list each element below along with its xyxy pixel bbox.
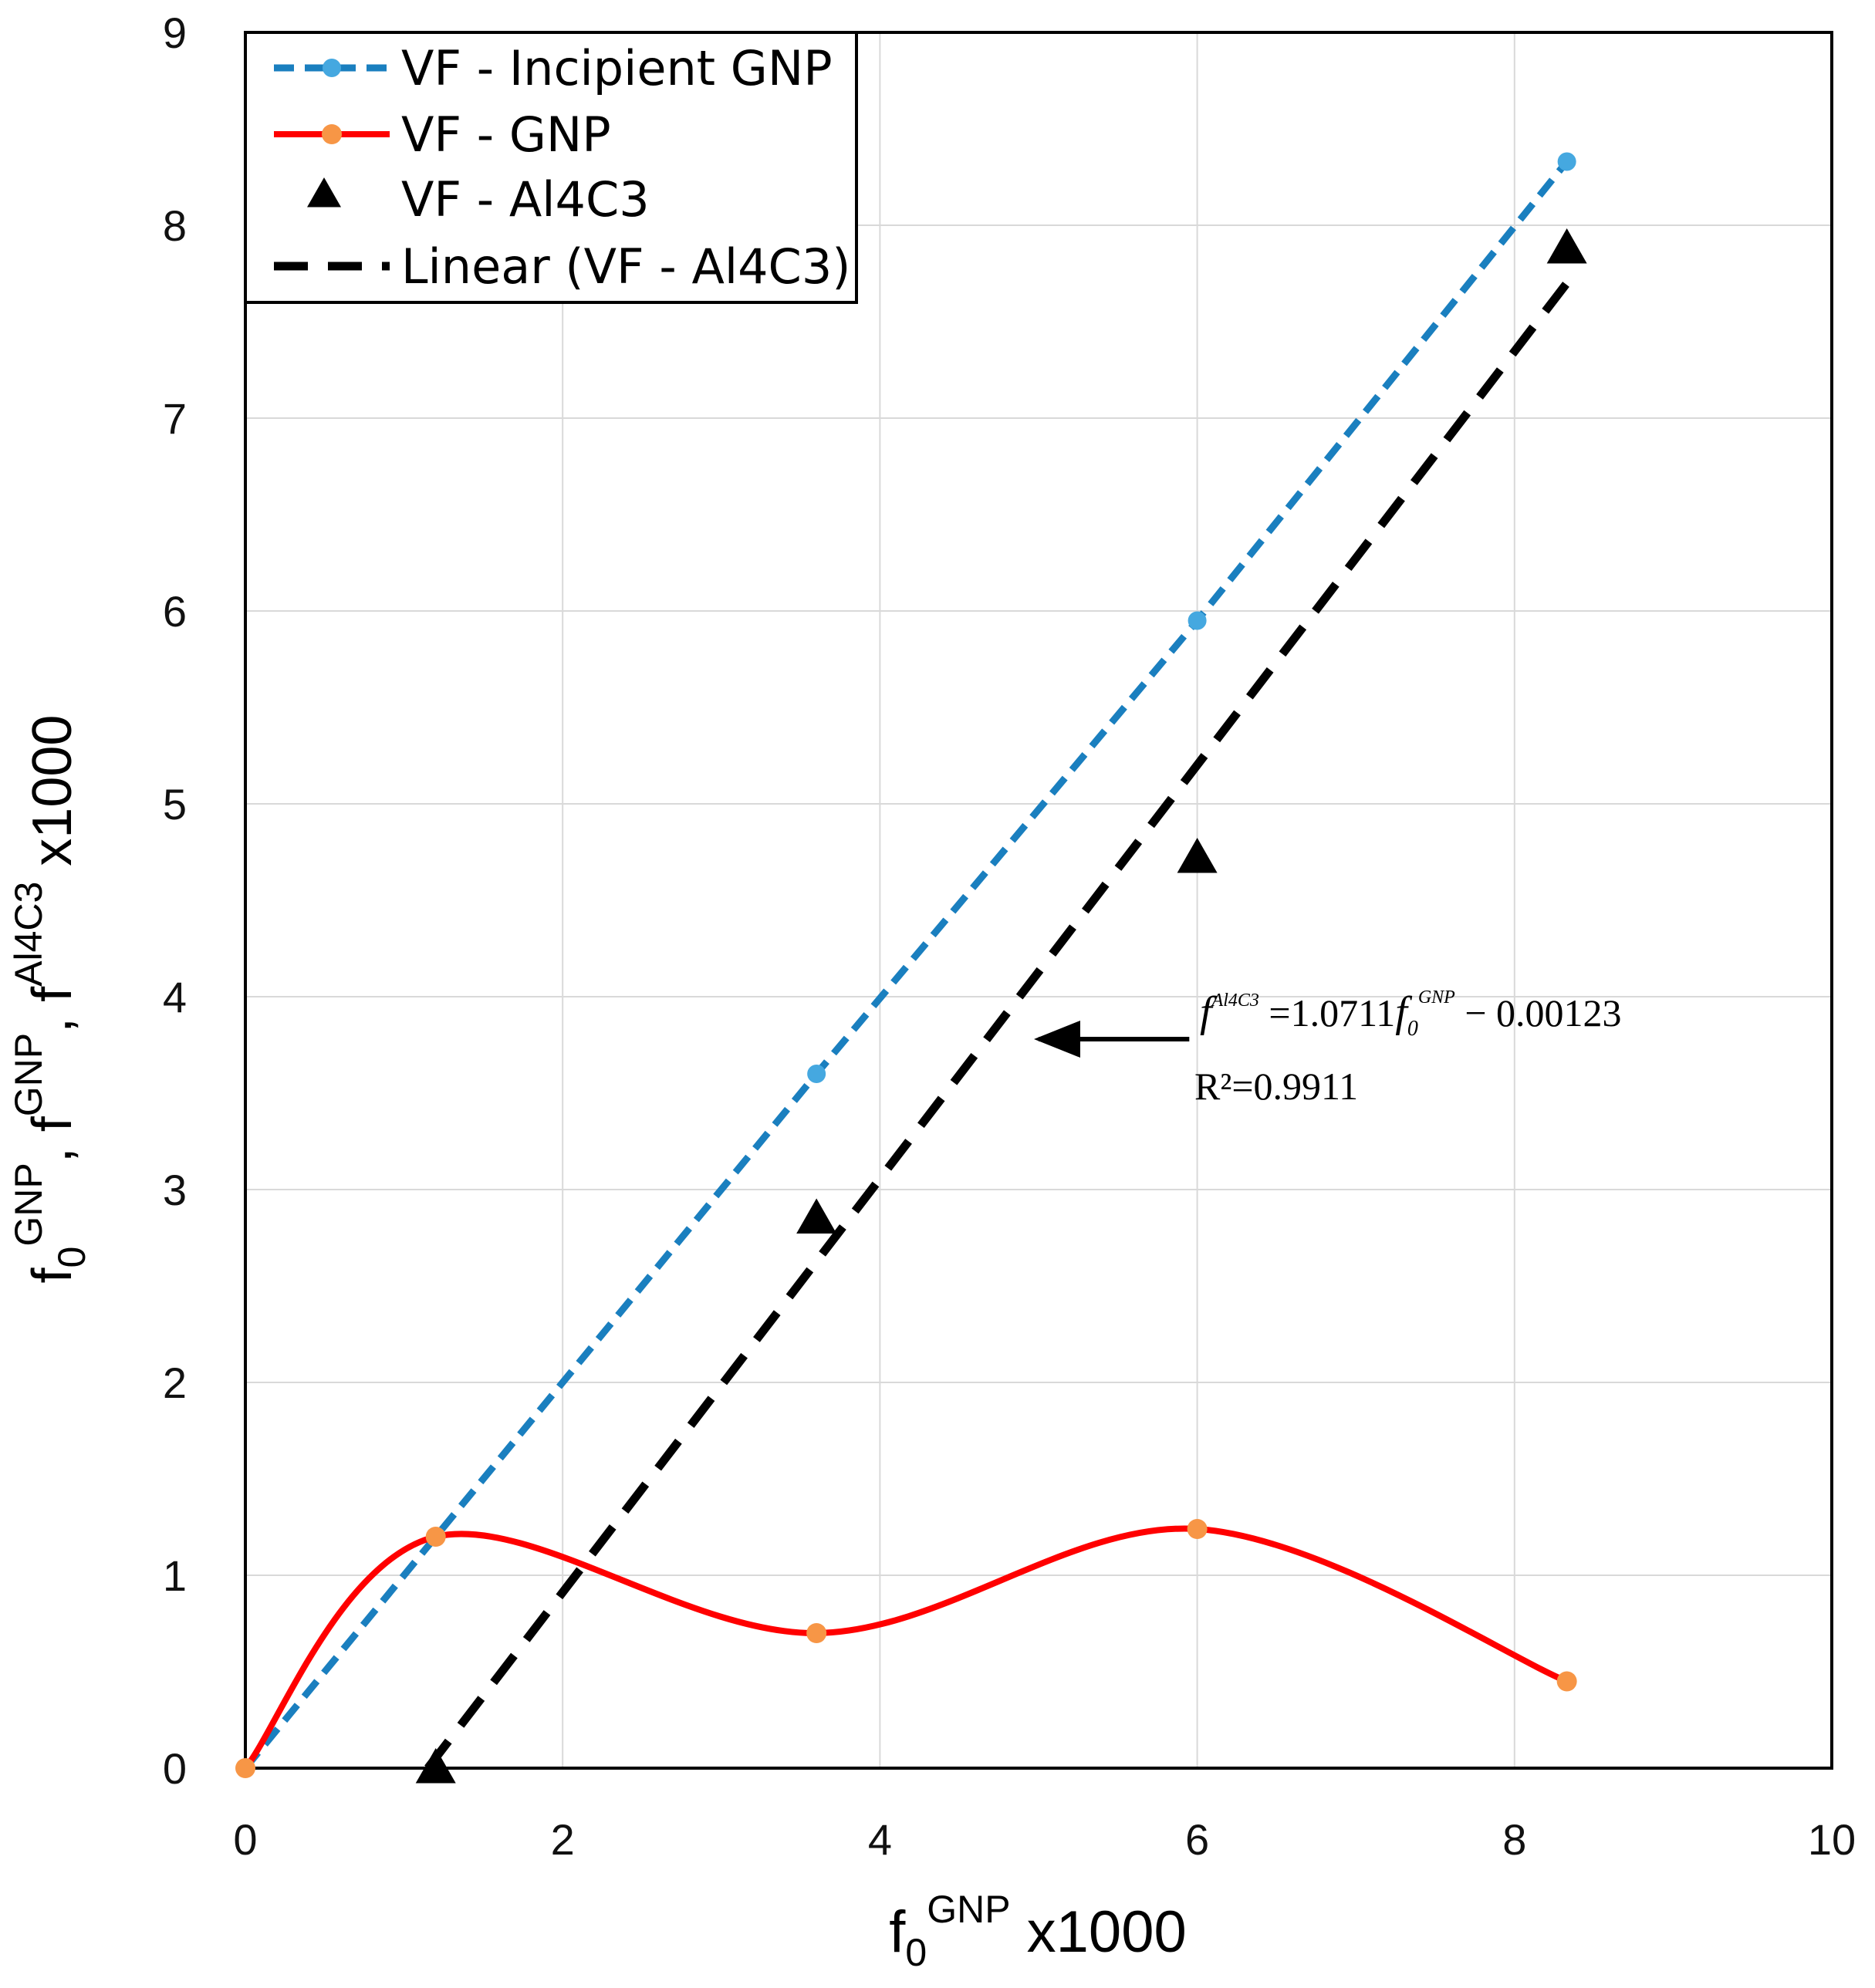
- x-tick-label: 10: [1808, 1815, 1856, 1864]
- y-tick-label: 0: [163, 1744, 187, 1793]
- legend-label: VF - Al4C3: [401, 171, 650, 228]
- x-axis-ticks: 0 2 4 6 8 10: [233, 1815, 1856, 1864]
- series-line-incipient-gnp: [242, 159, 1570, 1770]
- legend-label: VF - GNP: [401, 106, 611, 163]
- point-incipient-gnp: [1557, 152, 1576, 171]
- point-gnp: [1187, 1519, 1208, 1539]
- y-tick-label: 1: [163, 1551, 187, 1600]
- legend-marker-gnp: [322, 124, 342, 144]
- point-incipient-gnp: [1188, 611, 1207, 630]
- series-line-gnp: [242, 1525, 1569, 1770]
- point-gnp: [235, 1758, 255, 1778]
- point-al4c3: [796, 1198, 837, 1234]
- y-tick-label: 8: [163, 201, 187, 250]
- y-tick-label: 4: [163, 973, 187, 1021]
- regression-annotation: fAl4C3 =1.0711f0GNP − 0.00123 R²=0.9911: [1034, 987, 1622, 1108]
- y-tick-label: 2: [163, 1359, 187, 1407]
- point-incipient-gnp: [807, 1065, 826, 1083]
- x-tick-label: 8: [1502, 1815, 1526, 1864]
- regression-equation: fAl4C3 =1.0711f0GNP − 0.00123: [1200, 987, 1622, 1041]
- y-tick-label: 5: [163, 780, 187, 829]
- r-squared-label: R²=0.9911: [1194, 1065, 1358, 1108]
- legend-box: [244, 31, 858, 304]
- point-al4c3: [1177, 838, 1218, 873]
- point-gnp: [425, 1527, 446, 1547]
- legend-marker-incipient-gnp: [323, 59, 341, 77]
- x-tick-label: 6: [1185, 1815, 1209, 1864]
- trendline-al4c3: [424, 280, 1571, 1771]
- point-gnp: [806, 1623, 827, 1643]
- legend-label: VF - Incipient GNP: [401, 40, 833, 96]
- plot-area: [244, 31, 1833, 1770]
- point-al4c3: [1546, 228, 1587, 264]
- x-axis-title: f0GNP x1000: [889, 1888, 1186, 1974]
- y-tick-label: 7: [163, 394, 187, 443]
- x-tick-label: 2: [551, 1815, 575, 1864]
- y-tick-label: 3: [163, 1166, 187, 1214]
- y-axis-title: f0GNP​, fGNP​, fAl4C3​ x1000: [7, 715, 93, 1284]
- series-layer: [235, 152, 1587, 1784]
- point-gnp: [1556, 1671, 1577, 1692]
- x-tick-label: 0: [233, 1815, 257, 1864]
- legend-label: Linear (VF - Al4C3): [401, 238, 850, 295]
- y-tick-label: 9: [163, 8, 187, 57]
- y-axis-ticks: 0 1 2 3 4 5 6 7 8 9: [163, 8, 187, 1793]
- y-tick-label: 6: [163, 587, 187, 636]
- legend: VF - Incipient GNP VF - GNP VF - Al4C3 Line…: [244, 31, 858, 304]
- x-tick-label: 4: [868, 1815, 892, 1864]
- point-al4c3: [415, 1748, 456, 1784]
- legend-marker-al4c3: [307, 177, 341, 208]
